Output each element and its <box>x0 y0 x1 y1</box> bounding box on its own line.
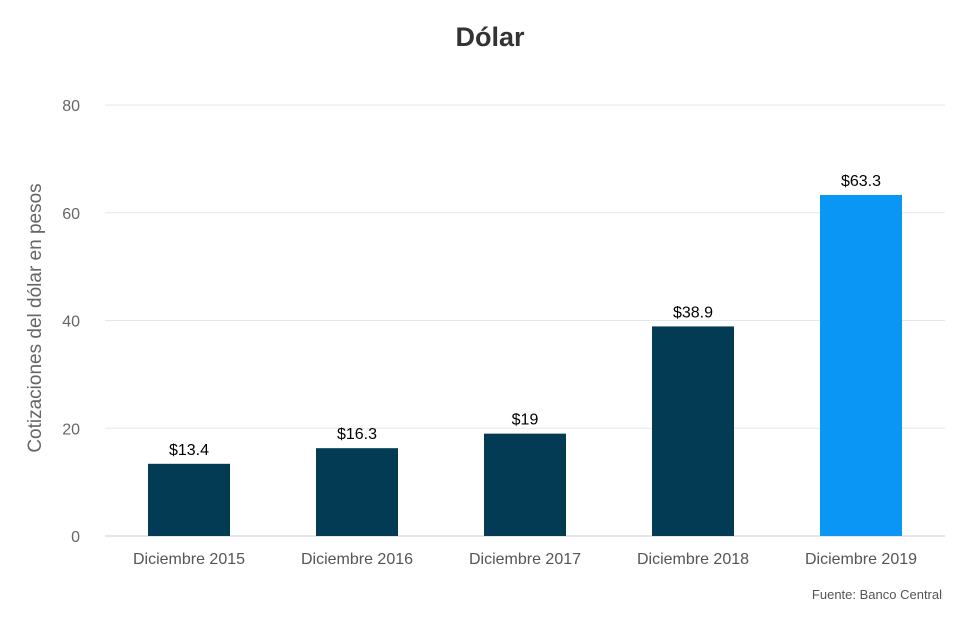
y-tick-label: 0 <box>71 529 80 546</box>
y-tick-label: 40 <box>62 314 80 331</box>
source-note: Fuente: Banco Central <box>811 587 942 602</box>
bar <box>484 433 566 536</box>
x-tick-label: Diciembre 2015 <box>133 551 245 568</box>
data-label: $38.9 <box>673 304 713 321</box>
x-tick-label: Diciembre 2016 <box>301 551 413 568</box>
data-label: $13.4 <box>169 442 209 459</box>
x-tick-labels: Diciembre 2015 Diciembre 2016 Diciembre 20… <box>133 551 917 568</box>
data-label: $63.3 <box>841 173 881 190</box>
bars <box>148 194 902 536</box>
x-tick-label: Diciembre 2019 <box>805 551 917 568</box>
y-tick-label: 20 <box>62 421 80 438</box>
chart-title: Dólar <box>455 22 525 52</box>
bar <box>148 463 230 536</box>
bar <box>820 194 902 536</box>
y-tick-label: 60 <box>62 206 80 223</box>
data-label: $16.3 <box>337 426 377 443</box>
x-tick-label: Diciembre 2018 <box>637 551 749 568</box>
data-labels: $13.4 $16.3 $19 $38.9 $63.3 <box>169 173 881 459</box>
bar <box>652 326 734 536</box>
x-tick-label: Diciembre 2017 <box>469 551 581 568</box>
bar <box>316 448 398 536</box>
data-label: $19 <box>512 412 539 429</box>
y-tick-labels: 0 20 40 60 80 <box>62 98 80 546</box>
gridlines <box>105 104 945 537</box>
y-tick-label: 80 <box>62 98 80 115</box>
